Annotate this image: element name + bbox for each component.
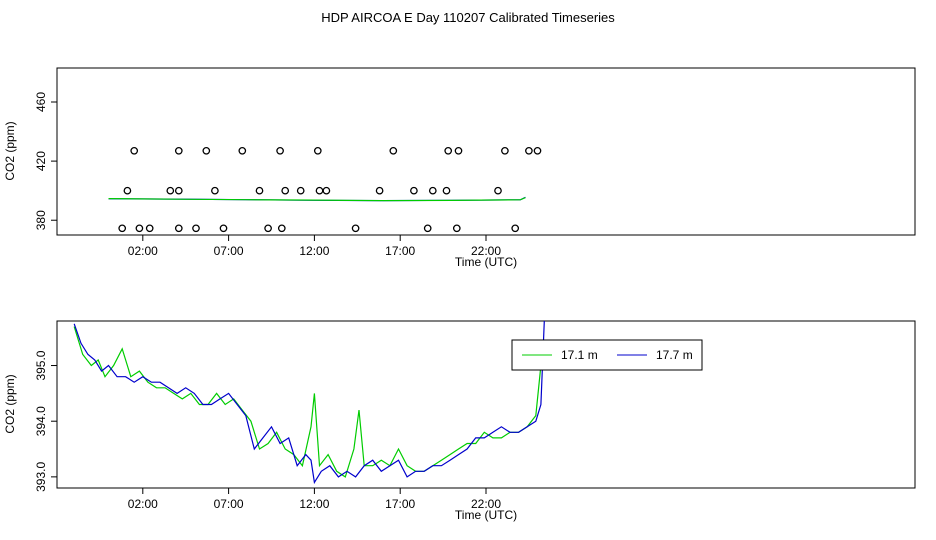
data-point <box>444 146 453 155</box>
y-tick-label: 420 <box>34 151 48 171</box>
top-x-axis-label: Time (UTC) <box>455 255 517 269</box>
y-tick-label: 394.0 <box>34 406 48 436</box>
data-point <box>202 146 211 155</box>
data-point <box>174 186 183 195</box>
x-tick-label: 02:00 <box>128 244 158 258</box>
y-tick-label: 393.0 <box>34 462 48 492</box>
data-point <box>276 146 284 155</box>
x-tick-label: 22:00 <box>471 244 501 258</box>
data-point <box>375 186 384 195</box>
top-x-axis: 02:00 07:00 12:00 17:00 22:00 <box>128 235 501 258</box>
data-point <box>135 224 144 233</box>
data-point <box>264 224 272 233</box>
data-point <box>296 186 305 195</box>
data-point <box>533 146 542 155</box>
bottom-data-marks <box>73 320 545 485</box>
data-point <box>428 186 437 195</box>
series-line-2 <box>108 197 526 202</box>
data-point <box>313 146 322 155</box>
data-point <box>145 224 154 233</box>
top-data-marks <box>108 146 542 233</box>
data-point <box>238 146 247 155</box>
data-point <box>454 146 463 155</box>
data-point <box>281 186 290 195</box>
series-line-2 <box>73 320 545 485</box>
data-point <box>315 186 324 195</box>
data-point <box>423 224 432 233</box>
bottom-plot-box <box>56 320 916 489</box>
legend: 17.1 m 17.7 m <box>511 339 703 371</box>
x-tick-label: 02:00 <box>128 497 158 511</box>
x-tick-label: 07:00 <box>214 497 244 511</box>
y-tick-label: 460 <box>34 92 48 112</box>
data-point <box>211 186 219 195</box>
data-point <box>192 224 200 233</box>
data-point <box>351 224 360 233</box>
chart-title: HDP AIRCOA E Day 110207 Calibrated Times… <box>321 10 615 25</box>
data-point <box>452 224 461 233</box>
top-y-axis: 380 420 460 <box>34 92 57 230</box>
y-tick-label: 380 <box>34 210 48 230</box>
data-point <box>525 146 533 155</box>
top-panel: 02:00 07:00 12:00 17:00 22:00 380 420 460 Time… <box>3 67 916 269</box>
data-point <box>410 186 418 195</box>
y-tick-label: 395.0 <box>34 350 48 380</box>
bottom-y-axis-label: CO2 (ppm) <box>3 374 17 433</box>
top-plot-box <box>56 67 916 236</box>
data-point <box>277 224 286 233</box>
series-line-1 <box>73 326 544 478</box>
legend-entry-17-1m: 17.1 m <box>561 348 598 362</box>
data-point <box>322 186 331 195</box>
bottom-y-axis: 393.0 394.0 395.0 <box>34 350 57 492</box>
data-point <box>442 186 451 195</box>
x-tick-label: 07:00 <box>214 244 244 258</box>
legend-entry-17-7m: 17.7 m <box>656 348 693 362</box>
x-tick-label: 12:00 <box>299 244 329 258</box>
data-point <box>130 146 139 155</box>
data-point <box>118 224 127 233</box>
data-point <box>511 224 520 233</box>
data-point <box>501 146 509 155</box>
data-point <box>219 224 228 233</box>
x-tick-label: 12:00 <box>299 497 329 511</box>
bottom-panel: 02:00 07:00 12:00 17:00 22:00 393.0 394.0 395.… <box>3 320 916 522</box>
data-point <box>123 186 132 195</box>
data-point <box>174 146 183 155</box>
data-point <box>174 224 183 233</box>
bottom-x-axis: 02:00 07:00 12:00 17:00 22:00 <box>128 488 501 511</box>
bottom-x-axis-label: Time (UTC) <box>455 508 517 522</box>
data-point <box>255 186 264 195</box>
data-point <box>494 186 502 195</box>
data-point <box>166 186 175 195</box>
x-tick-label: 17:00 <box>385 244 415 258</box>
data-point <box>389 146 398 155</box>
x-tick-label: 17:00 <box>385 497 415 511</box>
top-y-axis-label: CO2 (ppm) <box>3 121 17 180</box>
x-tick-label: 22:00 <box>471 497 501 511</box>
